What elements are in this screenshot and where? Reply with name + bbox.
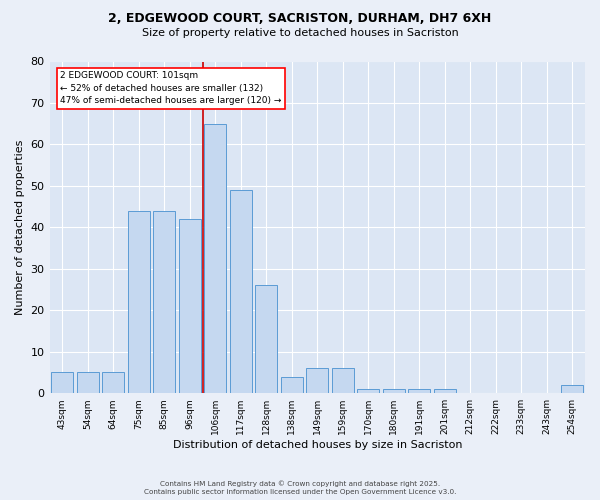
Bar	[409, 389, 430, 393]
Bar	[77, 372, 98, 393]
Text: Contains HM Land Registry data © Crown copyright and database right 2025.
Contai: Contains HM Land Registry data © Crown c…	[144, 480, 456, 495]
Bar	[128, 211, 149, 393]
Bar	[256, 286, 277, 393]
Bar	[562, 385, 583, 393]
Text: 2, EDGEWOOD COURT, SACRISTON, DURHAM, DH7 6XH: 2, EDGEWOOD COURT, SACRISTON, DURHAM, DH…	[109, 12, 491, 26]
Bar	[358, 389, 379, 393]
Bar	[52, 372, 73, 393]
X-axis label: Distribution of detached houses by size in Sacriston: Distribution of detached houses by size …	[173, 440, 462, 450]
Bar	[383, 389, 404, 393]
Bar	[154, 211, 175, 393]
Bar	[307, 368, 328, 393]
Text: Size of property relative to detached houses in Sacriston: Size of property relative to detached ho…	[142, 28, 458, 38]
Bar	[205, 124, 226, 393]
Bar	[434, 389, 455, 393]
Bar	[281, 376, 302, 393]
Text: 2 EDGEWOOD COURT: 101sqm
← 52% of detached houses are smaller (132)
47% of semi-: 2 EDGEWOOD COURT: 101sqm ← 52% of detach…	[60, 72, 281, 106]
Bar	[332, 368, 353, 393]
Bar	[103, 372, 124, 393]
Y-axis label: Number of detached properties: Number of detached properties	[15, 140, 25, 315]
Bar	[230, 190, 251, 393]
Bar	[179, 219, 200, 393]
